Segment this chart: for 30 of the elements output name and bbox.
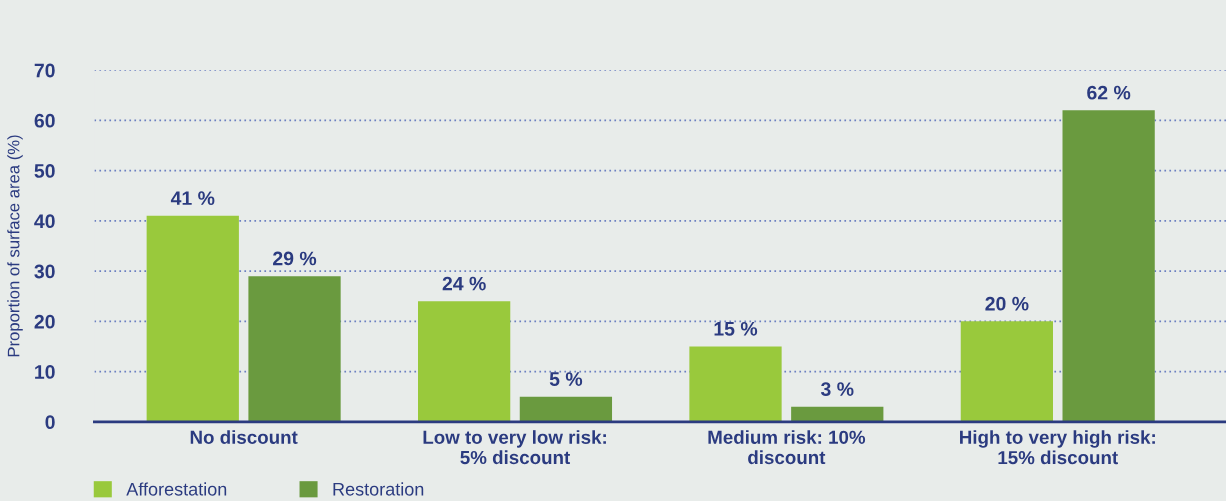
y-tick-label: 60 [34, 113, 55, 128]
data-label: 20 % [985, 296, 1029, 311]
y-axis-title: Proportion of surface area (%) [7, 135, 23, 357]
bar [248, 276, 341, 422]
y-tick-label: 40 [34, 214, 55, 229]
data-label: 62 % [1087, 85, 1131, 100]
data-label: 15 % [714, 321, 758, 336]
y-tick-label: 50 [34, 164, 55, 178]
data-label: 29 % [273, 251, 317, 266]
bar [960, 321, 1053, 422]
bar [418, 301, 511, 422]
bar [519, 396, 613, 422]
y-tick-label: 30 [34, 264, 55, 279]
bar [146, 215, 239, 422]
bar [1062, 110, 1155, 422]
x-tick-label: High to very high risk: 15% discount [960, 430, 1155, 465]
x-tick-label: No discount [190, 430, 298, 444]
y-tick-label: 70 [34, 63, 55, 78]
legend-label: Afforestation [126, 482, 227, 496]
bar [689, 346, 782, 422]
legend-label: Restoration [333, 482, 424, 496]
x-tick-label: Low to very low risk: 5% discount [423, 430, 606, 465]
x-tick-label: Medium risk: 10% discount [708, 430, 866, 465]
data-label: 24 % [442, 276, 486, 291]
y-tick-label: 10 [35, 365, 55, 379]
y-tick-label: 20 [34, 314, 55, 329]
data-label: 41 % [170, 191, 215, 206]
y-tick-label: 0 [45, 415, 55, 430]
data-label: 5 % [549, 372, 583, 386]
data-label: 3 % [820, 382, 854, 397]
